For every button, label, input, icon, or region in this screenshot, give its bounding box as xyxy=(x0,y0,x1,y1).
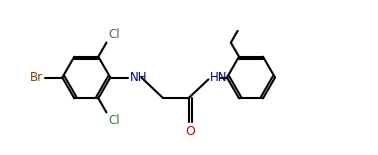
Text: Br: Br xyxy=(29,71,42,84)
Text: Cl: Cl xyxy=(108,28,120,41)
Text: NH: NH xyxy=(130,71,147,84)
Text: HN: HN xyxy=(210,71,228,84)
Text: O: O xyxy=(186,125,195,138)
Text: Cl: Cl xyxy=(108,114,120,127)
